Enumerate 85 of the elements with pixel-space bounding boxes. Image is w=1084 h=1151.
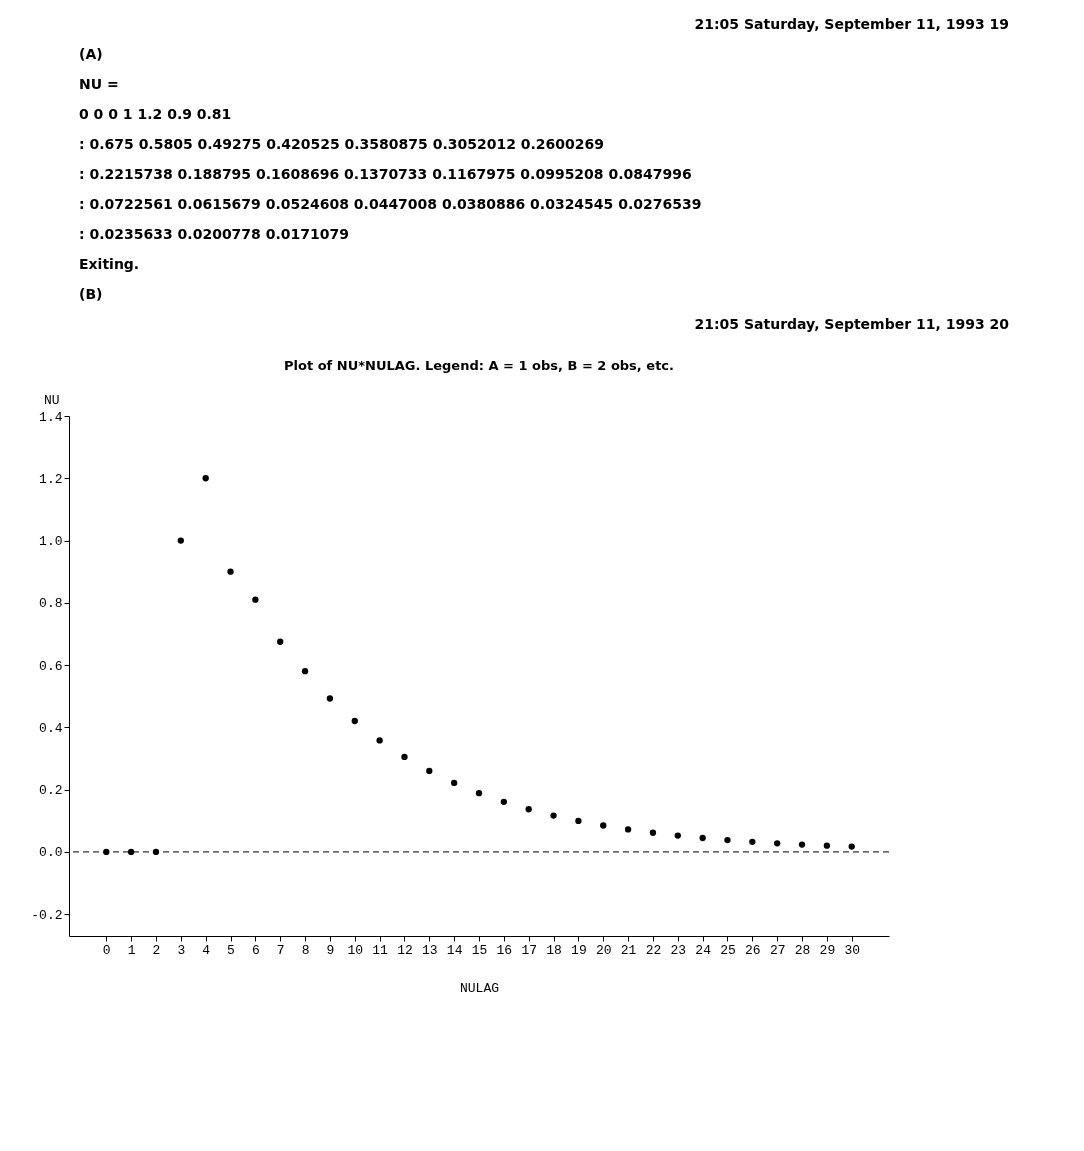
y-tick-label: 1.2 (39, 471, 63, 487)
point (351, 717, 358, 725)
y-tick-label: 0.2 (39, 783, 63, 799)
text: Exiting. (79, 256, 140, 272)
x-tick-label: 11 (372, 942, 389, 958)
x-tick-label: 10 (347, 942, 364, 958)
y-tick-label: 0.4 (39, 720, 63, 736)
y-tick-label: 0.6 (39, 658, 63, 674)
x-tick-label: 12 (397, 942, 413, 958)
x-tick-label: 14 (446, 942, 463, 958)
x-tick-label: 27 (769, 942, 786, 958)
x-tick-label: 1 (127, 942, 136, 958)
x-tick-label: 13 (422, 942, 438, 958)
point (500, 798, 508, 805)
x-tick-label: 23 (670, 942, 687, 958)
y-tick-label: 0.8 (39, 596, 63, 612)
point (103, 848, 110, 856)
y-tick-label: 1.0 (39, 534, 63, 550)
y-tick-label: 0.0 (39, 845, 63, 861)
x-tick-label: 16 (496, 942, 513, 958)
x-tick-label: 5 (227, 942, 235, 958)
x-tick-label: 8 (301, 942, 310, 958)
point (848, 843, 855, 850)
point (575, 817, 582, 825)
point (252, 596, 259, 603)
x-tick-label: 17 (521, 942, 537, 958)
x-tick-label: 24 (695, 942, 712, 958)
x-tick-label: 18 (546, 942, 562, 958)
point (624, 826, 632, 833)
x-tick-label: 0 (102, 942, 111, 958)
x-axis-title: NULAG (459, 980, 500, 996)
point (475, 789, 483, 797)
x-tick-label: 30 (844, 942, 861, 958)
x-tick-label: 20 (595, 942, 612, 958)
x-tick-label: 9 (326, 942, 335, 958)
point (152, 848, 160, 856)
point (699, 834, 706, 842)
x-tick-label: 28 (794, 942, 811, 958)
point (301, 668, 309, 675)
point (600, 822, 607, 829)
x-tick-label: 21 (620, 942, 637, 958)
text: 21:05 Saturday, September 11, 1993 19 (694, 16, 1009, 32)
x-tick-label: 4 (202, 942, 211, 958)
x-tick-label: 7 (276, 942, 285, 958)
point (326, 695, 334, 702)
text: (B) (79, 286, 103, 302)
point (649, 829, 657, 836)
y-axis-title: NU (43, 392, 60, 408)
text: 21:05 Saturday, September 11, 1993 20 (694, 316, 1010, 332)
point (774, 840, 781, 847)
chart-title: Plot of NU*NULAG. Legend: A = 1 obs, B = 2 obs, etc. (284, 358, 674, 373)
text: NU = (79, 76, 119, 92)
text: : 0.0722561 0.0615679 0.0524608 0.0447008 0.0380886 0.0324545 0.0276539 (79, 196, 702, 212)
point (202, 475, 209, 482)
point (674, 832, 681, 839)
y-tick-label: 1.4 (39, 409, 63, 425)
x-tick-label: 6 (251, 942, 260, 958)
text: : 0.0235633 0.0200778 0.0171079 (79, 226, 349, 242)
point (127, 848, 135, 856)
x-tick-label: 22 (645, 942, 662, 958)
x-tick-label: 15 (471, 942, 488, 958)
y-tick-label: -0.2 (31, 907, 63, 923)
point (798, 841, 806, 848)
x-tick-label: 2 (152, 942, 161, 958)
text: 0 0 0 1 1.2 0.9 0.81 (79, 106, 232, 122)
x-tick-label: 26 (745, 942, 761, 958)
point (724, 836, 731, 844)
point (749, 838, 756, 845)
point (823, 842, 831, 849)
point (177, 537, 184, 544)
point (450, 779, 458, 787)
text: (A) (79, 46, 103, 62)
point (277, 638, 284, 645)
x-tick-label: 3 (177, 942, 186, 958)
point (376, 737, 383, 744)
x-tick-label: 29 (819, 942, 836, 958)
point (401, 753, 408, 761)
point (525, 806, 532, 813)
point (550, 812, 557, 819)
x-tick-label: 25 (720, 942, 736, 958)
text: : 0.675 0.5805 0.49275 0.420525 0.3580875 0.3052012 0.2600269 (79, 136, 605, 152)
text: : 0.2215738 0.188795 0.1608696 0.1370733 0.1167975 0.0995208 0.0847996 (79, 166, 692, 182)
x-tick-label: 19 (571, 942, 587, 958)
point (426, 767, 433, 775)
point (227, 568, 234, 575)
